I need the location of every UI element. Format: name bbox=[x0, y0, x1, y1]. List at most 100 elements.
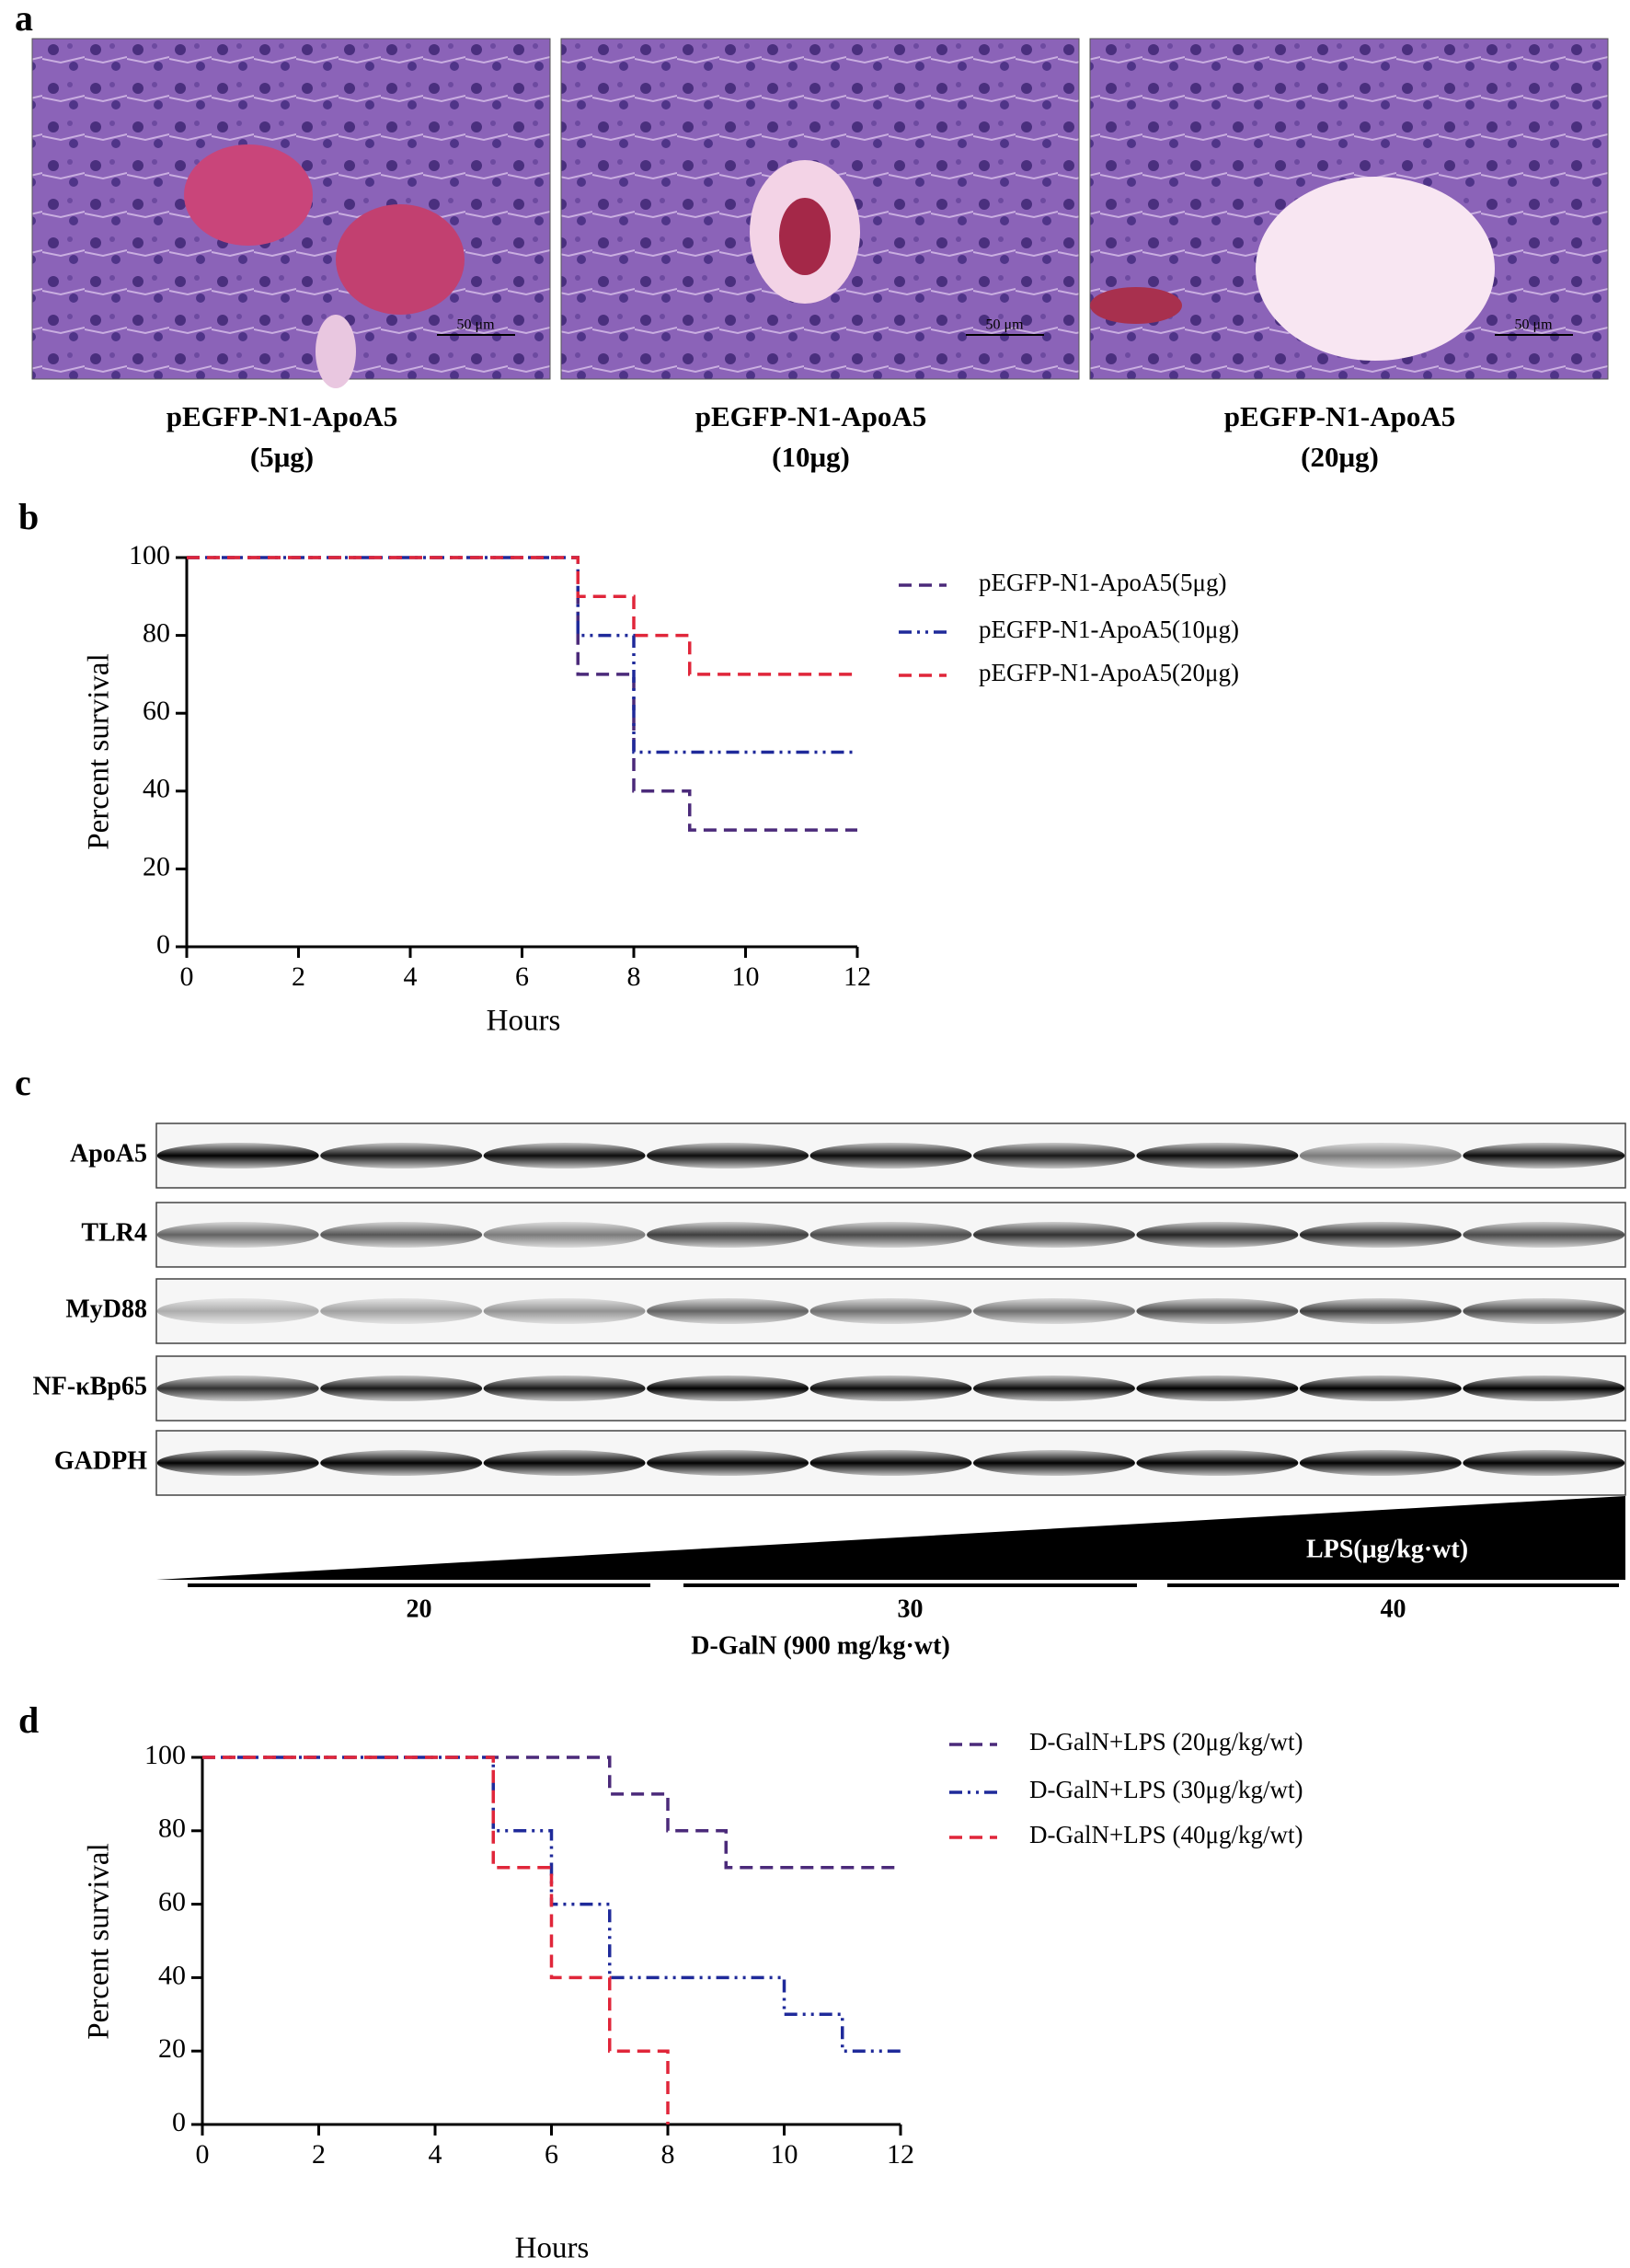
band bbox=[972, 1298, 1135, 1324]
y-tick-label: 100 bbox=[144, 1740, 186, 1770]
y-tick-label: 40 bbox=[143, 774, 170, 804]
vessel bbox=[336, 204, 465, 315]
caption-dose: (10μg) bbox=[772, 441, 850, 473]
blot-label: MyD88 bbox=[65, 1295, 147, 1323]
scale-bar-label: 50 μm bbox=[985, 317, 1024, 333]
panel-label: b bbox=[18, 496, 39, 537]
band bbox=[1463, 1143, 1625, 1169]
band bbox=[1136, 1222, 1299, 1248]
band bbox=[809, 1376, 972, 1401]
x-tick-label: 6 bbox=[545, 2139, 558, 2170]
y-axis-label: Percent survival bbox=[83, 653, 116, 850]
legend-label: D-GalN+LPS (20μg/kg/wt) bbox=[1029, 1728, 1303, 1756]
blot-label: NF-κBp65 bbox=[33, 1372, 147, 1400]
band bbox=[809, 1222, 972, 1248]
legend-label: D-GalN+LPS (40μg/kg/wt) bbox=[1029, 1821, 1303, 1848]
legend-label: D-GalN+LPS (30μg/kg/wt) bbox=[1029, 1776, 1303, 1803]
x-tick-label: 6 bbox=[515, 961, 529, 992]
x-tick-label: 8 bbox=[627, 961, 641, 992]
band bbox=[320, 1376, 483, 1401]
caption-dose: (5μg) bbox=[250, 441, 314, 473]
lps-triangle bbox=[156, 1496, 1625, 1580]
legend-label: pEGFP-N1-ApoA5(10μg) bbox=[979, 616, 1239, 643]
band bbox=[647, 1450, 809, 1476]
survival-line bbox=[187, 556, 857, 676]
band bbox=[156, 1298, 319, 1324]
group-label: 30 bbox=[898, 1595, 924, 1623]
x-tick-label: 10 bbox=[732, 961, 760, 992]
band bbox=[483, 1222, 646, 1248]
band bbox=[647, 1376, 809, 1401]
panel-label: a bbox=[15, 0, 33, 39]
band bbox=[972, 1376, 1135, 1401]
group-label: 20 bbox=[407, 1595, 432, 1623]
survival-line bbox=[202, 1756, 901, 1870]
band bbox=[1463, 1298, 1625, 1324]
x-tick-label: 12 bbox=[887, 2139, 914, 2170]
band bbox=[647, 1222, 809, 1248]
band bbox=[1136, 1376, 1299, 1401]
band bbox=[320, 1450, 483, 1476]
x-tick-label: 10 bbox=[771, 2139, 798, 2170]
x-tick-label: 12 bbox=[844, 961, 871, 992]
band bbox=[1463, 1222, 1625, 1248]
band bbox=[647, 1143, 809, 1169]
band bbox=[483, 1143, 646, 1169]
y-tick-label: 100 bbox=[129, 540, 170, 570]
y-tick-label: 80 bbox=[143, 617, 170, 648]
x-tick-label: 8 bbox=[661, 2139, 675, 2170]
legend-label: pEGFP-N1-ApoA5(5μg) bbox=[979, 569, 1226, 596]
band bbox=[156, 1376, 319, 1401]
band bbox=[1299, 1450, 1462, 1476]
y-axis-label: Percent survival bbox=[83, 1843, 116, 2040]
band bbox=[1299, 1143, 1462, 1169]
band bbox=[156, 1222, 319, 1248]
band bbox=[320, 1298, 483, 1324]
band bbox=[483, 1298, 646, 1324]
blot-label: GADPH bbox=[54, 1446, 147, 1475]
band bbox=[1299, 1298, 1462, 1324]
vessel bbox=[316, 315, 356, 388]
lps-label: LPS(μg/kg·wt) bbox=[1306, 1535, 1468, 1563]
y-tick-label: 20 bbox=[158, 2033, 186, 2064]
band bbox=[1463, 1376, 1625, 1401]
x-tick-label: 0 bbox=[180, 961, 194, 992]
panel-label: d bbox=[18, 1699, 39, 1741]
band bbox=[320, 1222, 483, 1248]
vessel bbox=[1090, 287, 1182, 324]
group-title: D-GalN (900 mg/kg·wt) bbox=[691, 1631, 950, 1660]
x-tick-label: 2 bbox=[292, 961, 305, 992]
legend-label: pEGFP-N1-ApoA5(20μg) bbox=[979, 659, 1239, 686]
caption-dose: (20μg) bbox=[1301, 441, 1379, 473]
band bbox=[647, 1298, 809, 1324]
caption: pEGFP-N1-ApoA5 bbox=[1224, 400, 1455, 432]
y-tick-label: 40 bbox=[158, 1960, 186, 1990]
x-axis-label: Hours bbox=[487, 1005, 561, 1038]
y-tick-label: 60 bbox=[158, 1886, 186, 1917]
scale-bar-label: 50 μm bbox=[456, 317, 495, 333]
vessel bbox=[184, 144, 313, 246]
band bbox=[1299, 1376, 1462, 1401]
band bbox=[809, 1143, 972, 1169]
panel-label: c bbox=[15, 1062, 31, 1103]
survival-line bbox=[187, 556, 857, 754]
vessel bbox=[779, 198, 831, 275]
band bbox=[972, 1143, 1135, 1169]
x-tick-label: 4 bbox=[429, 2139, 442, 2170]
y-tick-label: 20 bbox=[143, 851, 170, 881]
y-tick-label: 0 bbox=[172, 2107, 186, 2137]
band bbox=[972, 1450, 1135, 1476]
band bbox=[483, 1376, 646, 1401]
x-tick-label: 4 bbox=[404, 961, 418, 992]
blot-label: ApoA5 bbox=[70, 1139, 147, 1168]
band bbox=[809, 1298, 972, 1324]
vessel bbox=[1256, 177, 1495, 361]
band bbox=[1136, 1298, 1299, 1324]
x-axis-label: Hours bbox=[515, 2232, 590, 2265]
survival-line bbox=[187, 556, 857, 832]
y-tick-label: 80 bbox=[158, 1813, 186, 1844]
caption: pEGFP-N1-ApoA5 bbox=[166, 400, 397, 432]
band bbox=[1463, 1450, 1625, 1476]
